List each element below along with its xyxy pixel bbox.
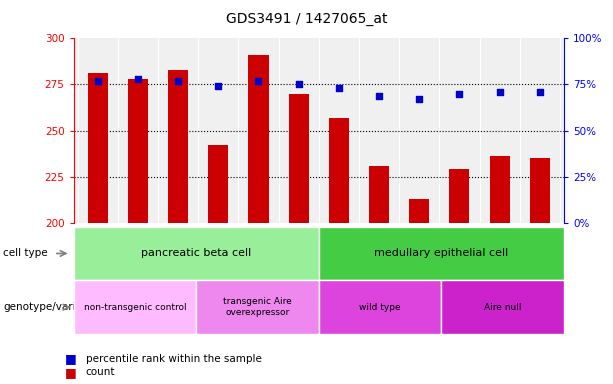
Text: Aire null: Aire null: [484, 303, 522, 312]
Point: [374, 93, 384, 99]
Point: [455, 91, 465, 97]
Text: transgenic Aire
overexpressor: transgenic Aire overexpressor: [223, 298, 292, 317]
Text: ■: ■: [64, 353, 77, 366]
Point: [294, 81, 303, 88]
Bar: [289, 94, 309, 223]
Text: wild type: wild type: [359, 303, 401, 312]
Point: [173, 78, 183, 84]
Text: count: count: [86, 367, 115, 377]
Text: medullary epithelial cell: medullary epithelial cell: [374, 248, 509, 258]
Bar: [490, 156, 509, 223]
Bar: [128, 79, 148, 223]
Text: non-transgenic control: non-transgenic control: [83, 303, 186, 312]
Text: genotype/variation: genotype/variation: [3, 302, 102, 312]
Point: [414, 96, 424, 102]
Bar: [530, 158, 550, 223]
Text: GDS3491 / 1427065_at: GDS3491 / 1427065_at: [226, 12, 387, 25]
Text: ■: ■: [64, 366, 77, 379]
Text: pancreatic beta cell: pancreatic beta cell: [141, 248, 251, 258]
Bar: [369, 166, 389, 223]
Point: [213, 83, 223, 89]
Point: [133, 76, 143, 82]
Bar: [88, 73, 108, 223]
Point: [254, 78, 264, 84]
Bar: [168, 70, 188, 223]
Bar: [208, 145, 228, 223]
Bar: [329, 118, 349, 223]
Text: cell type: cell type: [3, 248, 48, 258]
Point: [93, 78, 102, 84]
Bar: [409, 199, 429, 223]
Point: [535, 89, 545, 95]
Point: [495, 89, 504, 95]
Bar: [449, 169, 470, 223]
Point: [334, 85, 344, 91]
Bar: [248, 55, 268, 223]
Text: percentile rank within the sample: percentile rank within the sample: [86, 354, 262, 364]
